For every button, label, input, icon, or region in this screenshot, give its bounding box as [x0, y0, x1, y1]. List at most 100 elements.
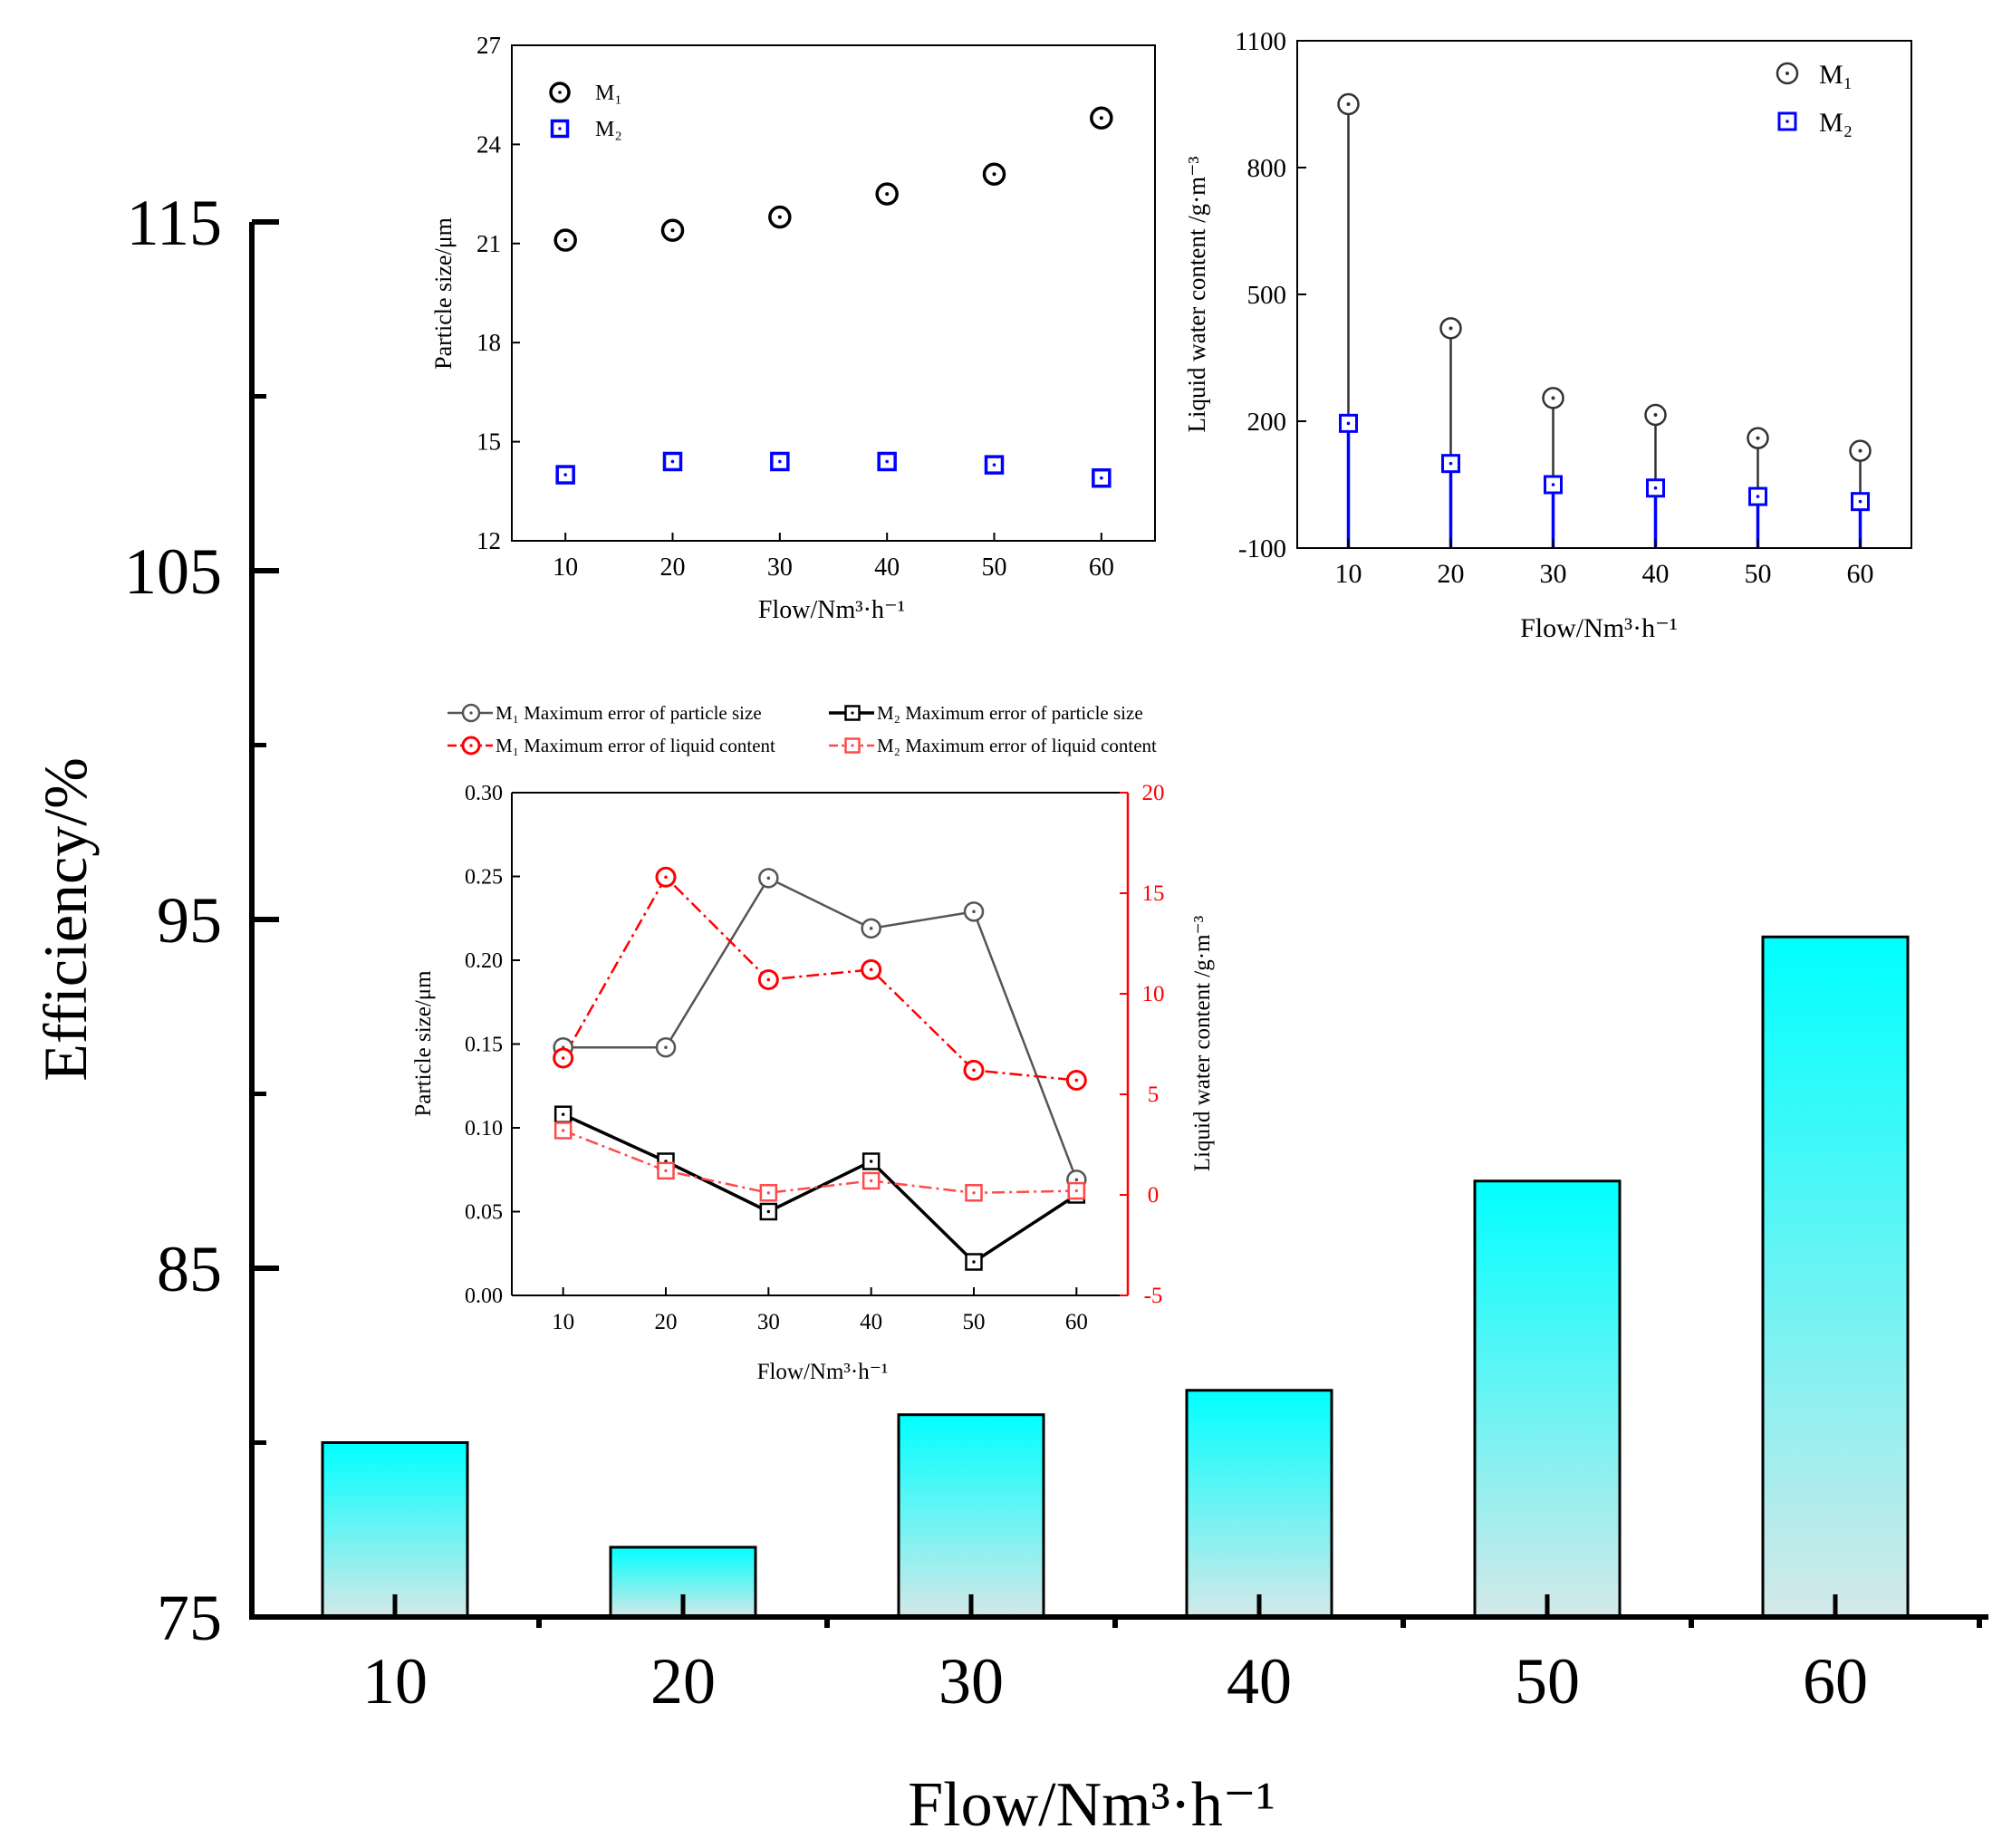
inset-particle-size-chart: 12 15 18 21 24 27 10 20 30 40 50 60 Particle size/μ… — [430, 32, 1156, 624]
series-2-point-dot — [664, 875, 668, 880]
x-tick-label: 60 — [1847, 559, 1874, 589]
m2-point — [1441, 454, 1460, 474]
y-tick-label: 27 — [476, 32, 501, 59]
series-3-point-dot — [972, 1191, 976, 1195]
inset-particle-plot-area — [511, 44, 1156, 542]
inset-liquid-points — [1337, 92, 1872, 512]
legend-m1-liquid-marker — [448, 736, 493, 756]
legend-m1-symbol-dot — [558, 91, 562, 94]
m1-point-dot — [1551, 396, 1555, 400]
y-tick-label: 75 — [157, 1582, 222, 1654]
m2-point — [984, 455, 1005, 475]
m1-point — [875, 182, 899, 206]
m2-point — [1748, 486, 1767, 506]
m1-point — [553, 228, 577, 252]
m2-point — [555, 465, 575, 485]
main-x-ticks: 10 20 30 40 50 60 — [362, 1617, 1982, 1718]
series-2-point-dot — [1074, 1078, 1079, 1083]
series-3-point — [861, 1171, 881, 1190]
y-tick-label: 15 — [476, 428, 501, 456]
x-tick-label: 50 — [982, 553, 1007, 582]
y2-tick-label: 5 — [1148, 1083, 1160, 1107]
legend-m2-size-marker — [829, 705, 874, 721]
y-tick-label: 800 — [1247, 154, 1287, 183]
x-tick-label: 60 — [1089, 553, 1114, 582]
m1-point — [1849, 439, 1872, 462]
y-tick-label: 0.15 — [465, 1034, 503, 1057]
m2-point-dot — [1858, 499, 1862, 504]
m1-point-dot — [670, 228, 675, 233]
x-tick-label: 10 — [362, 1645, 428, 1718]
inset-particle-x-label: Flow/Nm³·h⁻¹ — [758, 596, 905, 624]
legend-m1-liquid-label: M₁ Maximum error of liquid content — [496, 735, 775, 756]
legend-symbol — [844, 737, 861, 754]
legend-symbol-dot — [469, 744, 473, 747]
series-0-point-dot — [766, 876, 771, 881]
legend-symbol — [461, 736, 481, 756]
legend-m1-size-label: M₁ Maximum error of particle size — [496, 702, 762, 724]
x-tick-label: 20 — [655, 1310, 678, 1334]
m1-point — [1439, 317, 1462, 340]
bar-30 — [897, 1413, 1045, 1619]
series-1-point — [965, 1253, 983, 1271]
m1-point-dot — [1449, 326, 1453, 331]
series-3-point — [553, 1121, 573, 1140]
m2-point-dot — [1100, 476, 1103, 480]
legend-symbol — [844, 705, 861, 721]
y-tick-label: 18 — [476, 329, 501, 356]
m1-point-dot — [992, 172, 996, 177]
series-2-point — [757, 968, 779, 990]
m1-point — [1747, 427, 1769, 449]
y-tick-label: 200 — [1247, 408, 1287, 437]
series-3-point-dot — [1074, 1189, 1079, 1193]
series-1-point — [759, 1202, 778, 1221]
series-2-point-dot — [766, 977, 771, 982]
m2-point-dot — [670, 459, 675, 464]
m1-point — [1542, 387, 1564, 409]
m2-point — [1851, 492, 1870, 512]
m1-point-dot — [563, 238, 568, 243]
m2-point — [1092, 467, 1112, 488]
series-3-point — [759, 1184, 778, 1202]
x-tick-label: 40 — [1227, 1645, 1292, 1718]
main-bars — [321, 935, 1910, 1619]
m2-point — [770, 451, 790, 472]
y2-tick-label: 20 — [1142, 781, 1165, 805]
series-0-point-dot — [972, 910, 976, 914]
y-tick-label: 85 — [157, 1233, 222, 1305]
y-tick-label: 0.05 — [465, 1201, 503, 1225]
y2-tick-label: 10 — [1142, 982, 1165, 1006]
x-tick-label: 40 — [874, 553, 900, 582]
inset-error-series — [553, 866, 1087, 1271]
series-line-1 — [562, 1112, 1078, 1265]
main-y-ticks: 75 85 95 105 115 — [124, 187, 279, 1654]
m2-point-dot — [1346, 421, 1351, 426]
legend-m2-liquid-label: M₂ Maximum error of liquid content — [877, 735, 1157, 756]
series-1-point-dot — [869, 1160, 873, 1163]
y-tick-label: 0.25 — [465, 866, 503, 890]
legend-m1-symbol — [1776, 62, 1799, 85]
inset-particle-ticks: 12 15 18 21 24 27 10 20 30 40 50 60 — [476, 32, 1114, 582]
m1-point — [982, 162, 1006, 186]
legend-m1-symbol-dot — [1785, 72, 1789, 75]
legend-m1-marker — [1776, 62, 1799, 85]
bar-50 — [1473, 1179, 1622, 1619]
series-0-point-dot — [869, 927, 873, 930]
m2-point-dot — [1756, 495, 1760, 498]
series-3-point-dot — [766, 1191, 771, 1195]
series-2-point-dot — [561, 1056, 565, 1060]
series-3-point-dot — [561, 1129, 565, 1132]
series-2-point — [963, 1059, 985, 1081]
m2-point-dot — [1551, 483, 1555, 486]
y2-tick-label: 0 — [1148, 1183, 1160, 1208]
x-tick-label: 60 — [1803, 1645, 1868, 1718]
inset-particle-legend: M₁ M₂ — [549, 82, 622, 141]
m1-point — [1337, 92, 1360, 116]
x-tick-label: 20 — [1438, 559, 1465, 589]
inset-liquid-y-label: Liquid water content /g·m⁻³ — [1183, 156, 1210, 432]
legend-symbol — [461, 703, 481, 723]
y2-tick-label: -5 — [1144, 1284, 1163, 1308]
m1-point — [768, 205, 792, 229]
m2-point — [1339, 413, 1358, 433]
x-tick-label: 10 — [552, 1310, 574, 1334]
